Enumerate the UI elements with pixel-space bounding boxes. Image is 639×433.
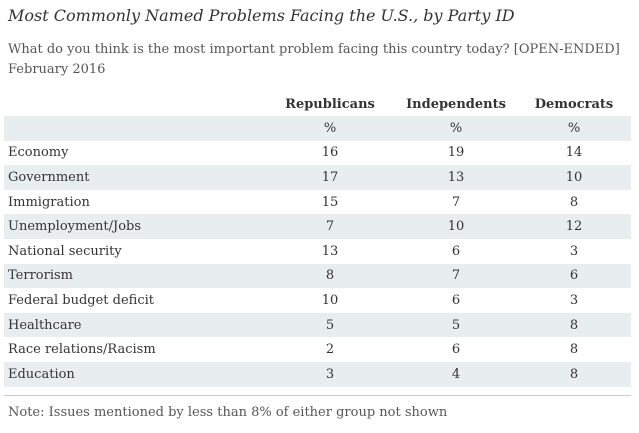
- column-header-democrats: Democrats: [534, 96, 614, 112]
- value-democrats: 14: [565, 145, 583, 161]
- row-label: Government: [8, 169, 90, 185]
- value-republicans: 15: [321, 194, 339, 210]
- table-row: Federal budget deficit 10 6 3: [4, 288, 631, 313]
- value-independents: 10: [447, 219, 465, 235]
- value-democrats: 6: [569, 268, 579, 284]
- value-democrats: 8: [569, 366, 579, 382]
- table-row: Race relations/Racism 2 6 8: [4, 337, 631, 362]
- table-row: National security 13 6 3: [4, 239, 631, 264]
- chart-subtitle: What do you think is the most important …: [8, 42, 620, 57]
- table-row: Immigration 15 7 8: [4, 190, 631, 215]
- table-row: Education 3 4 8: [4, 361, 631, 387]
- row-label: Terrorism: [8, 268, 73, 284]
- value-independents: 4: [451, 366, 461, 382]
- row-label: Race relations/Racism: [8, 342, 156, 358]
- row-label: Healthcare: [8, 317, 82, 333]
- value-independents: 7: [451, 194, 461, 210]
- chart-note: Note: Issues mentioned by less than 8% o…: [8, 405, 448, 420]
- value-republicans: 3: [325, 366, 335, 382]
- row-label: National security: [8, 243, 122, 259]
- table-row: Healthcare 5 5 8: [4, 312, 631, 338]
- column-header-republicans: Republicans: [285, 96, 375, 112]
- table-body: Economy 16 19 14 Government 17 13 10 Immigration…: [4, 141, 631, 387]
- unit-democrats: %: [567, 120, 581, 136]
- value-democrats: 8: [569, 342, 579, 358]
- value-republicans: 7: [325, 219, 335, 235]
- row-label: Unemployment/Jobs: [8, 219, 142, 235]
- row-label: Federal budget deficit: [8, 292, 155, 308]
- value-independents: 5: [451, 317, 461, 333]
- value-republicans: 10: [321, 292, 339, 308]
- unit-republicans: %: [323, 120, 337, 136]
- value-democrats: 3: [569, 292, 579, 308]
- table-row: Terrorism 8 7 6: [4, 263, 631, 289]
- units-row: % % %: [4, 116, 631, 141]
- value-independents: 19: [447, 145, 465, 161]
- divider: [4, 395, 631, 396]
- unit-independents: %: [449, 120, 463, 136]
- value-democrats: 8: [569, 194, 579, 210]
- row-label: Economy: [8, 145, 69, 161]
- table-row: Economy 16 19 14: [4, 141, 631, 166]
- table-row: Government 17 13 10: [4, 165, 631, 190]
- row-label: Education: [8, 366, 75, 382]
- value-democrats: 10: [565, 169, 583, 185]
- value-democrats: 8: [569, 317, 579, 333]
- column-header-independents: Independents: [406, 96, 506, 112]
- data-table: Republicans Independents Democrats % % %…: [4, 92, 631, 387]
- row-label: Immigration: [8, 194, 90, 210]
- value-democrats: 12: [565, 219, 583, 235]
- column-header-row: Republicans Independents Democrats: [4, 92, 631, 116]
- value-independents: 6: [451, 292, 461, 308]
- chart-date: February 2016: [8, 62, 106, 77]
- value-republicans: 13: [321, 243, 339, 259]
- value-independents: 13: [447, 169, 465, 185]
- value-independents: 6: [451, 243, 461, 259]
- value-republicans: 2: [325, 342, 335, 358]
- value-republicans: 17: [321, 169, 339, 185]
- value-republicans: 5: [325, 317, 335, 333]
- chart-title: Most Commonly Named Problems Facing the …: [8, 6, 515, 25]
- value-democrats: 3: [569, 243, 579, 259]
- value-republicans: 8: [325, 268, 335, 284]
- table-row: Unemployment/Jobs 7 10 12: [4, 214, 631, 239]
- value-independents: 6: [451, 342, 461, 358]
- value-republicans: 16: [321, 145, 339, 161]
- value-independents: 7: [451, 268, 461, 284]
